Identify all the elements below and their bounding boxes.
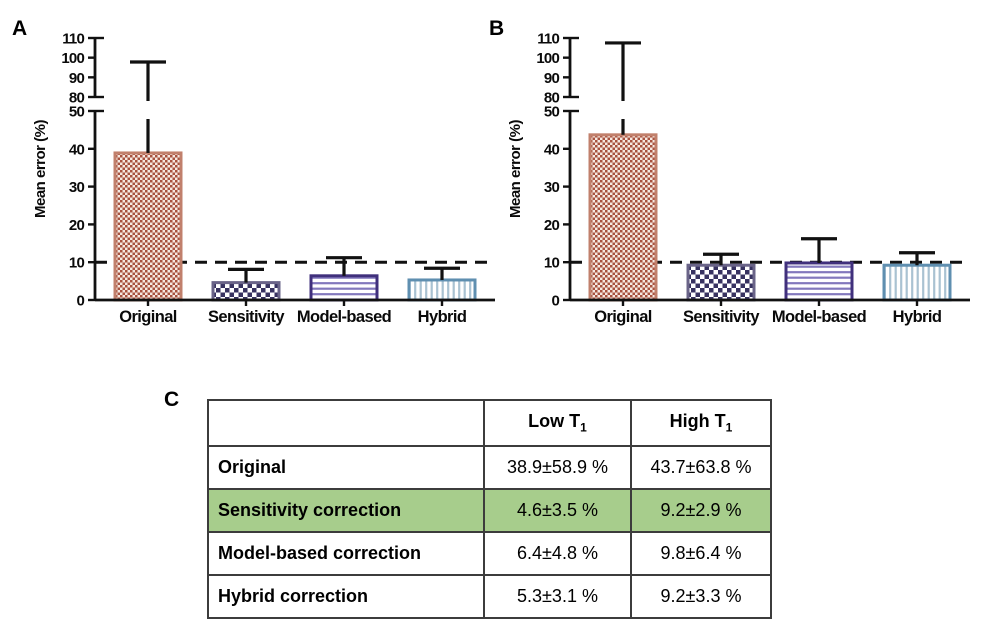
error-bar-hybrid [899,251,935,266]
x-category-label: Sensitivity [683,308,760,326]
row-label: Model-based correction [207,531,485,576]
table-row: Original 38.9±58.9 % 43.7±63.8 % [207,445,772,490]
y-tick-label: 40 [544,141,560,158]
bar-original [590,134,656,300]
bar-group-original [113,151,183,302]
value-cell-high_t1: 9.2±3.3 % [630,574,772,619]
x-category-label: Original [594,308,652,326]
y-tick-label: 90 [544,70,560,87]
panel-b-label: B [489,17,505,40]
y-tick-label: 110 [62,31,84,48]
y-tick-label: 40 [69,141,85,158]
x-category-label: Hybrid [893,308,942,326]
panel-a-label: A [12,17,28,40]
column-header: High T1 [630,399,772,447]
bar-group-model-based [309,274,379,302]
bar-hybrid [884,265,950,300]
x-category-label: Sensitivity [208,308,285,326]
x-category-label: Hybrid [418,308,467,326]
table-row: Model-based correction 6.4±4.8 % 9.8±6.4 % [207,531,772,576]
y-tick-label: 50 [69,104,85,121]
error-bar-original [130,60,166,153]
y-tick-label: 100 [536,50,559,67]
x-category-label: Model-based [772,308,866,326]
bar-group-hybrid [882,263,952,302]
y-tick-label: 10 [69,255,85,272]
value-cell-low_t1: 6.4±4.8 % [483,531,632,576]
y-tick-label: 50 [544,104,560,121]
bar-group-model-based [784,261,854,302]
value-cell-high_t1: 43.7±63.8 % [630,445,772,490]
bar-group-sensitivity [211,281,281,302]
y-tick-label: 80 [544,90,560,107]
panel-c-label: C [164,388,180,411]
y-tick-label: 0 [76,293,84,310]
y-tick-label: 10 [544,255,560,272]
subscript-1: 1 [580,420,587,435]
bar-model-based [311,275,377,300]
y-tick-label: 90 [69,70,85,87]
bar-group-hybrid [407,278,477,302]
value-cell-low_t1: 4.6±3.5 % [483,488,632,533]
y-axis-title: Mean error (%) [32,119,49,218]
corner-cell [207,399,485,447]
y-axis-title: Mean error (%) [507,119,524,218]
bar-sensitivity [213,282,279,300]
value-cell-low_t1: 5.3±3.1 % [483,574,632,619]
bar-group-sensitivity [686,263,756,302]
error-bar-model-based [326,256,362,276]
table-header-row: Low T1 High T1 [207,399,772,447]
y-tick-label: 0 [551,293,559,310]
value-cell-high_t1: 9.2±2.9 % [630,488,772,533]
bar-hybrid [409,279,475,300]
bar-model-based [786,262,852,300]
row-label: Sensitivity correction [207,488,485,533]
subscript-1: 1 [725,420,733,435]
bar-group-original [588,133,658,302]
value-cell-high_t1: 9.8±6.4 % [630,531,772,576]
row-label: Hybrid correction [207,574,485,619]
y-tick-label: 30 [544,179,560,196]
table-row: Hybrid correction 5.3±3.1 % 9.2±3.3 % [207,574,772,619]
y-tick-label: 110 [537,31,559,48]
results-table: Low T1 High T1 Original 38.9±58.9 % 43.7±63… [207,399,772,619]
y-tick-label: 20 [69,217,85,234]
bar-original [115,152,181,300]
error-bar-sensitivity [228,267,264,283]
y-tick-label: 80 [69,90,85,107]
column-header: Low T1 [483,399,632,447]
value-cell-low_t1: 38.9±58.9 % [483,445,632,490]
error-bar-sensitivity [703,252,739,266]
error-bar-model-based [801,237,837,263]
bar-sensitivity [688,265,754,300]
y-tick-label: 30 [69,179,85,196]
y-tick-label: 20 [544,217,560,234]
row-label: Original [207,445,485,490]
table-row: Sensitivity correction 4.6±3.5 % 9.2±2.9 % [207,488,772,533]
error-bar-hybrid [424,266,460,280]
x-category-label: Model-based [297,308,391,326]
y-tick-label: 100 [61,50,84,67]
error-bar-original [605,41,641,135]
x-category-label: Original [119,308,177,326]
